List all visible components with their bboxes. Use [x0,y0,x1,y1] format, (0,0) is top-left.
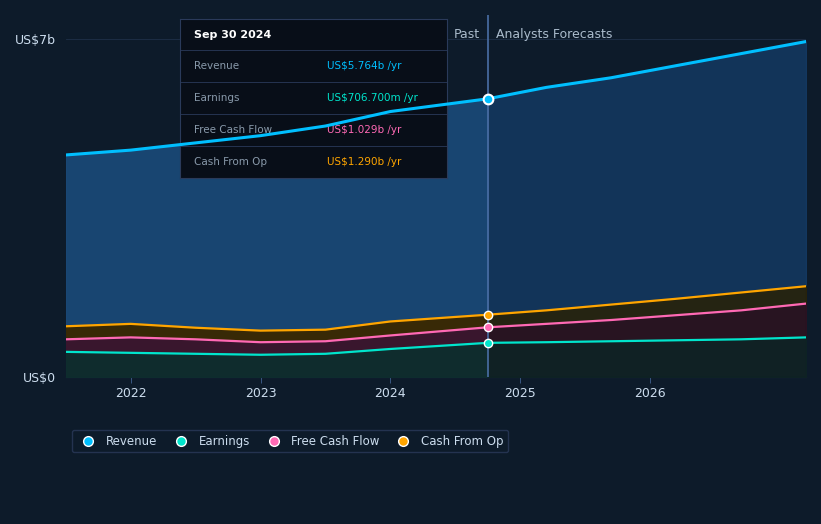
Legend: Revenue, Earnings, Free Cash Flow, Cash From Op: Revenue, Earnings, Free Cash Flow, Cash … [71,430,508,453]
Text: Analysts Forecasts: Analysts Forecasts [496,28,612,41]
Text: Past: Past [454,28,480,41]
